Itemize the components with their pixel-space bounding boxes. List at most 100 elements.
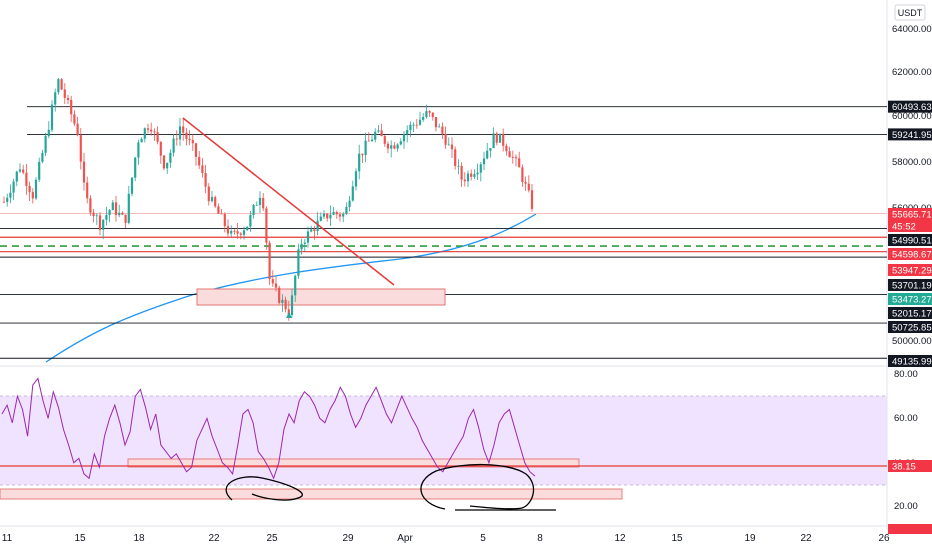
candle-body	[524, 182, 527, 184]
candle-body	[182, 126, 185, 133]
candle-body	[178, 126, 182, 140]
candles-layer	[2, 77, 534, 321]
support-zone-box[interactable]	[196, 288, 446, 306]
candle-body	[198, 156, 201, 166]
price-tag-label: 53701.19	[892, 280, 932, 291]
candle-body	[73, 114, 76, 124]
price-tick: 60000.00	[892, 111, 932, 122]
candle-body	[54, 92, 57, 105]
candle-body	[306, 231, 310, 243]
candle-body	[166, 162, 169, 169]
candle-body	[191, 140, 194, 144]
rsi-tag[interactable]	[888, 460, 932, 472]
hand-drawn-circle[interactable]	[420, 463, 535, 510]
candle-body	[127, 193, 130, 223]
candle-body	[354, 171, 358, 187]
descending-trendline[interactable]	[182, 117, 395, 286]
currency-badge[interactable]	[894, 4, 926, 21]
candle-body	[60, 79, 63, 90]
candle-body	[300, 243, 303, 250]
candle-body	[367, 140, 370, 142]
candle-body	[326, 213, 329, 219]
candle-body	[25, 172, 28, 186]
price-tag[interactable]	[888, 264, 932, 276]
candle-body	[121, 212, 124, 215]
candle-body	[50, 104, 54, 130]
candle-body	[418, 119, 422, 125]
price-tag[interactable]	[888, 321, 932, 333]
rsi-zone-box[interactable]	[127, 458, 580, 468]
time-tick: 5	[480, 533, 486, 544]
candle-body	[319, 216, 322, 221]
candle-body	[486, 150, 489, 159]
candle-body	[338, 214, 342, 217]
price-tag[interactable]	[888, 100, 932, 113]
candle-body	[105, 214, 108, 220]
candle-body	[38, 161, 41, 180]
price-tick: 50000.00	[892, 336, 932, 347]
candle-body	[482, 158, 486, 165]
candle-body	[281, 299, 284, 303]
price-tag[interactable]	[888, 208, 932, 220]
arrow-up-icon	[286, 312, 292, 318]
time-axis-layer[interactable]: 11 15 18 22 25 29 Apr 5 8 12 15 19 22 26	[2, 533, 890, 544]
candle-body	[159, 141, 162, 156]
candle-body	[246, 226, 249, 231]
candle-body	[466, 173, 470, 182]
candle-body	[226, 226, 230, 234]
time-tick: 18	[133, 533, 145, 544]
time-tick: 8	[537, 533, 543, 544]
price-tag[interactable]	[888, 128, 932, 141]
price-tag[interactable]	[888, 248, 932, 260]
rsi-tick: 20.00	[894, 501, 918, 512]
price-tick: 64000.00	[892, 24, 932, 35]
candle-body	[406, 130, 409, 135]
candle-body	[521, 167, 524, 183]
candle-body	[508, 151, 511, 158]
price-tag[interactable]	[888, 307, 932, 319]
candle-body	[514, 157, 518, 159]
time-tick: 29	[342, 533, 354, 544]
candle-body	[271, 279, 274, 284]
price-tick: 62000.00	[892, 67, 932, 78]
candle-body	[476, 172, 479, 175]
candle-body	[146, 128, 150, 130]
rsi-layer	[0, 377, 887, 511]
price-tag-label: 50725.85	[892, 322, 932, 333]
candle-body	[402, 134, 406, 142]
time-tick: 25	[266, 533, 278, 544]
candle-body	[185, 132, 188, 139]
candle-body	[217, 206, 220, 214]
candle-body	[444, 133, 447, 145]
price-tag[interactable]	[888, 355, 932, 367]
currency-label: USDT	[898, 8, 923, 18]
candle-body	[518, 158, 521, 168]
candle-body	[332, 212, 335, 215]
price-tag[interactable]	[888, 279, 932, 291]
candle-body	[434, 116, 438, 128]
price-tag[interactable]	[888, 220, 932, 232]
candle-body	[102, 219, 105, 230]
candle-body	[111, 202, 114, 211]
candle-body	[31, 192, 34, 199]
hand-drawn-circle[interactable]	[225, 476, 303, 501]
price-tick: 58000.00	[892, 157, 932, 168]
price-tag[interactable]	[888, 234, 932, 246]
price-tag-label: 59241.95	[892, 130, 932, 141]
candle-body	[239, 233, 242, 235]
rsi-lower-zone-box[interactable]	[0, 488, 623, 500]
candle-body	[422, 116, 425, 120]
price-tag[interactable]	[888, 293, 932, 305]
price-tag-label: 52015.17	[892, 308, 932, 319]
candle-body	[140, 138, 143, 143]
candle-body	[284, 299, 287, 310]
candle-body	[463, 179, 466, 182]
candle-body	[130, 177, 134, 194]
price-tag-label: 54990.51	[892, 235, 932, 246]
candle-body	[390, 145, 393, 149]
candle-body	[358, 153, 361, 172]
candle-body	[492, 133, 495, 149]
price-tag-label: 53473.27	[892, 294, 932, 305]
candle-body	[57, 79, 60, 93]
